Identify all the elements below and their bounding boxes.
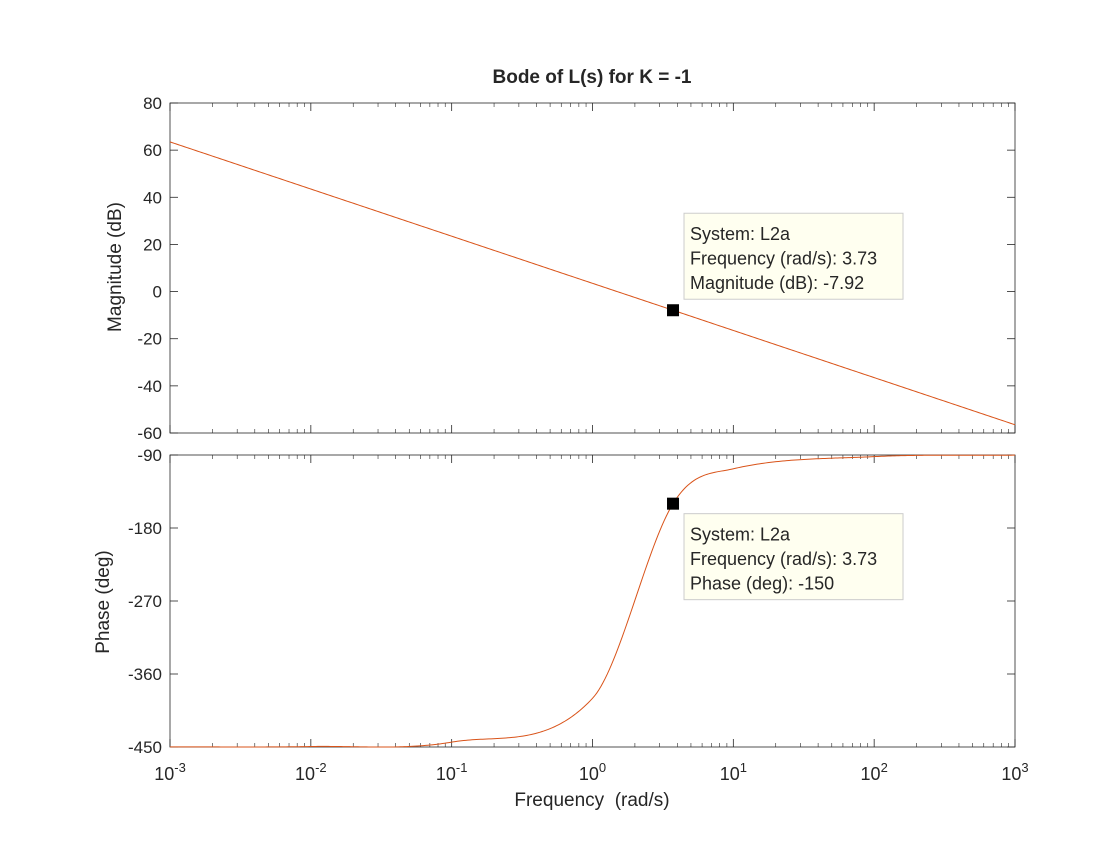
magnitude-y-axis-label: Magnitude (dB)	[105, 202, 126, 332]
magnitude-ytick-label: 60	[143, 141, 162, 160]
x-tick-label-base: 10	[579, 764, 599, 784]
phase-datatip-marker	[667, 497, 680, 510]
datatips: System: L2a Frequency (rad/s): 3.73 Magnit…	[667, 212, 904, 601]
phase-datatip-line: Phase (deg): -150	[690, 574, 834, 594]
x-tick-label: 101	[720, 760, 747, 784]
magnitude-datatip-line: Magnitude (dB): -7.92	[690, 273, 864, 293]
x-tick-labels: 10-3 10-2 10-1 100 101 102 103	[154, 760, 1028, 784]
magnitude-ytick-label: -40	[137, 377, 162, 396]
phase-ytick-label: -270	[128, 592, 162, 611]
phase-datatip-line: Frequency (rad/s): 3.73	[690, 549, 877, 569]
phase-datatip: System: L2a Frequency (rad/s): 3.73 Phase …	[683, 513, 904, 601]
x-tick-label-exponent: 1	[740, 760, 747, 775]
x-tick-label-exponent: 3	[1021, 760, 1028, 775]
magnitude-ytick-label: 20	[143, 235, 162, 254]
x-tick-label-base: 10	[295, 764, 315, 784]
x-tick-label: 102	[861, 760, 888, 784]
phase-y-axis-label: Phase (deg)	[93, 550, 114, 654]
x-tick-label-base: 10	[154, 764, 174, 784]
magnitude-ytick-label: 40	[143, 188, 162, 207]
x-tick-label-exponent: -3	[174, 760, 186, 775]
x-tick-label-exponent: 0	[599, 760, 606, 775]
x-tick-label: 10-2	[295, 760, 327, 784]
magnitude-series-line	[169, 141, 1016, 426]
magnitude-datatip-marker	[667, 304, 680, 317]
magnitude-ytick-label: -20	[137, 330, 162, 349]
x-tick-label-base: 10	[861, 764, 881, 784]
x-tick-label: 103	[1001, 760, 1028, 784]
x-tick-label-exponent: 2	[881, 760, 888, 775]
x-axis-label: Frequency (rad/s)	[514, 790, 669, 811]
phase-datatip-box	[683, 513, 904, 601]
chart-title: Bode of L(s) for K = -1	[493, 67, 692, 88]
x-tick-label: 10-1	[436, 760, 468, 784]
magnitude-datatip-line: Frequency (rad/s): 3.73	[690, 249, 877, 269]
x-tick-label-exponent: -2	[315, 760, 327, 775]
magnitude-datatip: System: L2a Frequency (rad/s): 3.73 Magnit…	[683, 212, 904, 300]
x-tick-label-base: 10	[436, 764, 456, 784]
phase-plot-area	[169, 454, 1016, 748]
phase-ytick-label: -90	[137, 446, 162, 465]
phase-series-line	[169, 454, 1016, 748]
magnitude-datatip-box	[683, 212, 904, 300]
magnitude-datatip-line: System: L2a	[690, 224, 791, 244]
x-tick-label: 10-3	[154, 760, 186, 784]
x-tick-label-base: 10	[720, 764, 740, 784]
phase-ytick-label: -180	[128, 519, 162, 538]
x-tick-label-base: 10	[1001, 764, 1021, 784]
phase-ytick-label: -450	[128, 738, 162, 757]
phase-axes: -450 -360 -270 -180 -90	[128, 446, 1016, 757]
x-tick-label: 100	[579, 760, 606, 784]
magnitude-ytick-label: -60	[137, 424, 162, 443]
phase-ytick-label: -360	[128, 665, 162, 684]
phase-datatip-line: System: L2a	[690, 525, 791, 545]
magnitude-ytick-label: 80	[143, 94, 162, 113]
x-tick-label-exponent: -1	[456, 760, 468, 775]
magnitude-ytick-label: 0	[153, 283, 162, 302]
